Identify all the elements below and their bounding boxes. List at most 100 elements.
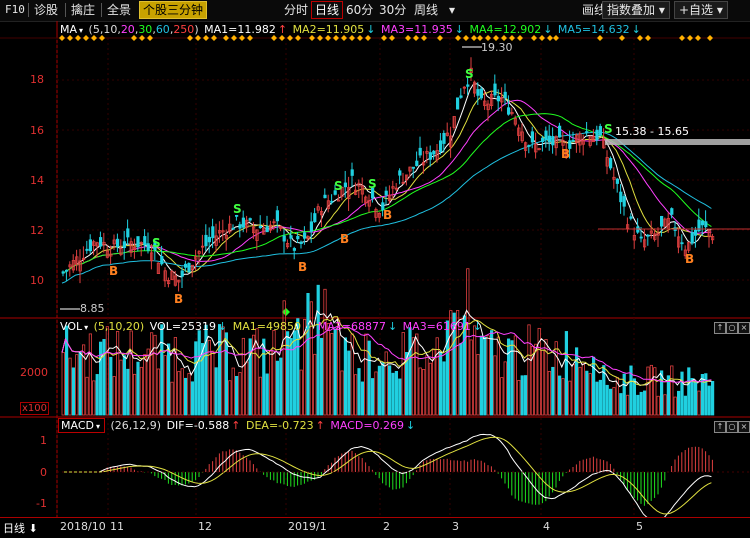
tab-30min[interactable]: 30分 (379, 3, 407, 17)
volume-bar (187, 373, 191, 416)
volume-bar (214, 367, 218, 416)
candle-body (636, 226, 640, 233)
qinzhuang-button[interactable]: 擒庄 (71, 3, 96, 17)
candle-body (697, 219, 701, 232)
weekly-dropdown-icon[interactable]: ▾ (449, 3, 456, 17)
sell-signal: S (334, 179, 343, 193)
chevron-down-icon[interactable]: ▾ (84, 323, 89, 332)
date-tick: 4 (543, 520, 550, 533)
volume-bar (238, 372, 242, 416)
signal-diamond (695, 35, 701, 41)
tab-weekly[interactable]: 周线 (414, 3, 439, 17)
signal-diamond (477, 35, 483, 41)
volume-bar (489, 330, 494, 416)
panel-settings-icon[interactable]: ○ (726, 322, 738, 334)
candle-body (527, 145, 531, 147)
volume-bar (697, 390, 701, 416)
candle-body (323, 194, 327, 199)
candle-body (377, 213, 382, 218)
volume-bar (547, 371, 552, 416)
candle-body (391, 186, 395, 189)
signal-diamond (455, 35, 461, 41)
volume-bar (183, 377, 188, 416)
candle-body (646, 234, 650, 237)
candle-body (109, 253, 113, 257)
volume-bar (319, 337, 324, 416)
volume-bar (649, 364, 654, 416)
index-overlay-button[interactable]: 指数叠加 ▾ (602, 1, 670, 19)
chevron-down-icon[interactable]: ▾ (79, 26, 84, 35)
stock-three-minute-button[interactable]: 个股三分钟 (139, 1, 208, 19)
volume-bar (558, 375, 562, 416)
candle-body (204, 234, 208, 247)
candle-body (547, 135, 552, 143)
add-watchlist-button[interactable]: +自选 ▾ (674, 1, 728, 19)
period-selector[interactable]: 日线 ⬇ (3, 520, 38, 536)
ma-indicator-label[interactable]: MA (60, 23, 78, 36)
volume-bar (666, 375, 671, 416)
candle-body (92, 241, 96, 246)
volume-bar (200, 343, 205, 416)
panel-up-icon[interactable]: ↑ (714, 322, 726, 334)
signal-diamond (341, 35, 347, 41)
macd-indicator-selector[interactable]: MACD ▾ (58, 418, 105, 433)
volume-bar (418, 367, 422, 416)
panel-close-icon[interactable]: × (738, 421, 750, 433)
draw-line-button[interactable]: 画线 (582, 3, 607, 17)
signal-diamond (381, 35, 387, 41)
candle-body (241, 217, 245, 228)
volume-bar (534, 343, 538, 416)
vol-ma2-arrow: ↓ (387, 320, 398, 333)
candle-body (541, 137, 545, 143)
volume-bar (609, 388, 613, 416)
volume-bar (146, 348, 150, 416)
candle-body (622, 196, 626, 207)
candle-body (126, 228, 130, 238)
vol-params: (5,10,20) (93, 320, 145, 333)
tab-daily[interactable]: 日线 (311, 1, 344, 19)
candle-body (452, 116, 456, 128)
panel-close-icon[interactable]: × (738, 322, 750, 334)
candle-body (677, 236, 681, 248)
volume-bar (367, 340, 371, 416)
signal-diamond (463, 35, 469, 41)
signal-diamond (59, 35, 65, 41)
f10-button[interactable]: F10 (5, 3, 25, 16)
buy-signal: B (383, 208, 392, 222)
signal-diamond (195, 35, 201, 41)
ma-param-separator: , (134, 23, 139, 36)
panorama-button[interactable]: 全景 (107, 3, 132, 17)
volume-bar (313, 353, 317, 416)
vol-arrow: ↓ (218, 320, 228, 333)
volume-bar (408, 327, 412, 416)
candle-body (442, 132, 446, 144)
date-tick: 2018/10 (60, 520, 106, 533)
signal-diamond (223, 35, 229, 41)
candle-body (489, 93, 494, 106)
volume-bar (190, 381, 194, 416)
volume-bar (541, 349, 545, 416)
ma-params-suffix: ) (194, 23, 199, 36)
tab-intraday[interactable]: 分时 (284, 3, 309, 17)
signal-diamond (239, 35, 245, 41)
diagnose-button[interactable]: 诊股 (34, 3, 59, 17)
ma-param-60: 60 (155, 23, 170, 36)
volume-bar (432, 349, 436, 416)
candle-body (262, 227, 266, 235)
volume-bar (384, 351, 388, 416)
volume-bar (88, 333, 92, 416)
vol-indicator-label[interactable]: VOL (60, 320, 83, 333)
panel-settings-icon[interactable]: ○ (726, 421, 738, 433)
volume-bar (126, 368, 130, 416)
volume-bar (194, 341, 198, 416)
volume-bar (677, 390, 681, 416)
ma5-arrow: ↓ (631, 23, 641, 36)
signal-diamond (211, 35, 217, 41)
candle-body (289, 235, 293, 239)
signal-diamond (83, 35, 89, 41)
panel-up-icon[interactable]: ↑ (714, 421, 726, 433)
candle-body (479, 88, 484, 99)
tab-60min[interactable]: 60分 (346, 3, 374, 17)
signal-diamond (637, 35, 643, 41)
